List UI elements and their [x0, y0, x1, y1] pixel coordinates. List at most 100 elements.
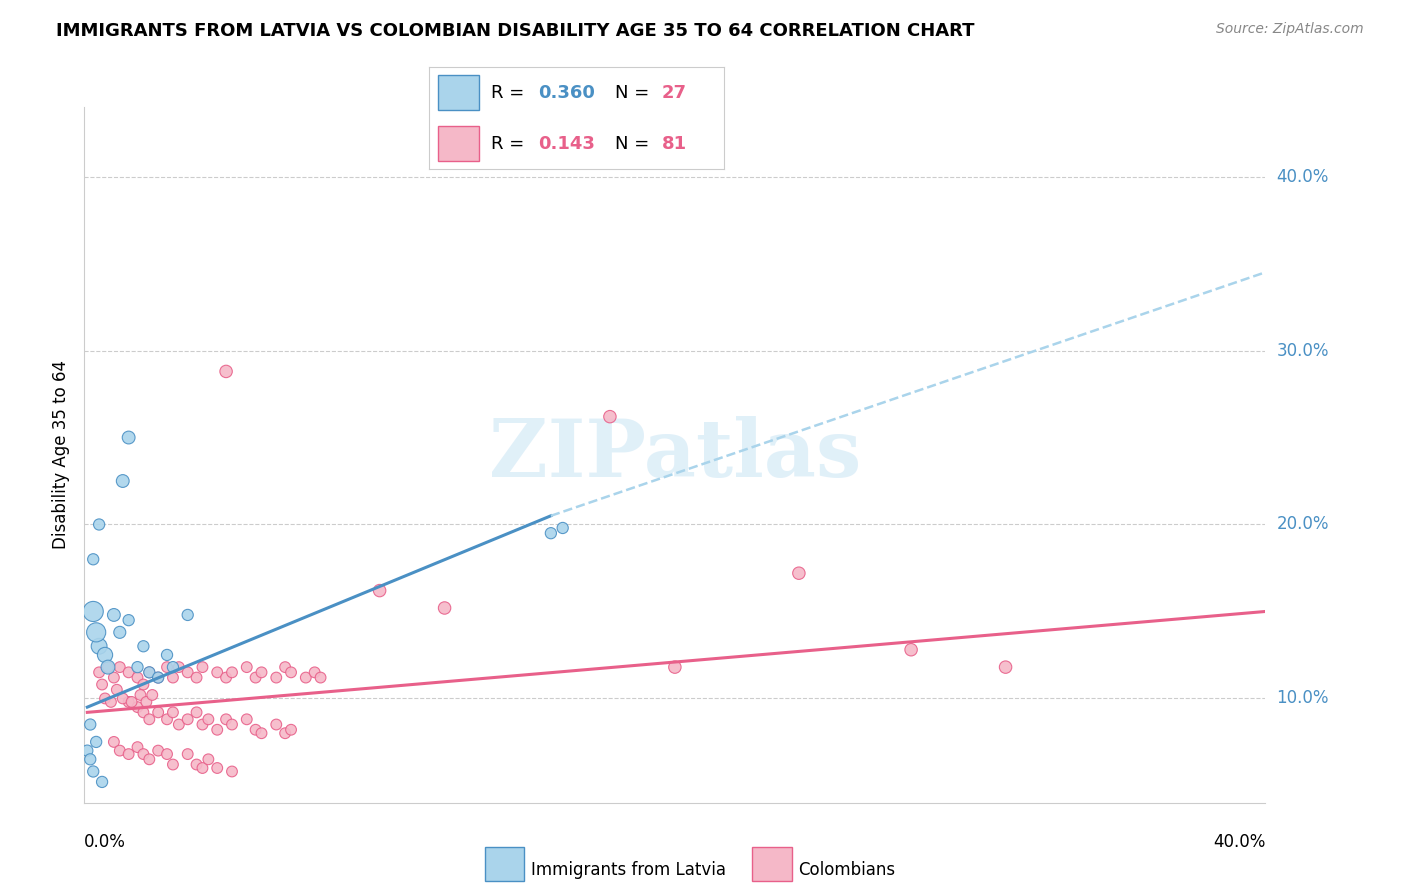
Point	[215, 712, 238, 726]
Point	[994, 660, 1017, 674]
Point	[250, 665, 273, 680]
Point	[280, 723, 302, 737]
Point	[280, 665, 302, 680]
Text: N =: N =	[614, 84, 655, 102]
Point	[138, 665, 160, 680]
Point	[91, 677, 114, 691]
Point	[245, 723, 267, 737]
Point	[191, 761, 214, 775]
Point	[264, 671, 288, 685]
Point	[82, 764, 104, 779]
Point	[103, 607, 125, 622]
Text: R =: R =	[491, 84, 530, 102]
Point	[148, 671, 170, 685]
Point	[108, 660, 131, 674]
Point	[135, 695, 157, 709]
Point	[156, 648, 179, 662]
Point	[900, 642, 922, 657]
Point	[118, 613, 141, 627]
Text: 81: 81	[662, 135, 688, 153]
Point	[221, 764, 243, 779]
Point	[138, 665, 160, 680]
Point	[132, 639, 155, 653]
Point	[221, 665, 243, 680]
Point	[79, 752, 101, 766]
Point	[82, 552, 104, 566]
Point	[76, 744, 98, 758]
Point	[121, 695, 143, 709]
Text: Source: ZipAtlas.com: Source: ZipAtlas.com	[1216, 22, 1364, 37]
Point	[111, 474, 134, 488]
Text: 0.360: 0.360	[538, 84, 595, 102]
Point	[177, 665, 200, 680]
Point	[191, 660, 214, 674]
Bar	[437, 75, 479, 110]
Text: 20.0%: 20.0%	[1277, 516, 1329, 533]
Point	[787, 566, 810, 581]
Point	[433, 601, 456, 615]
Point	[94, 691, 117, 706]
Point	[162, 671, 184, 685]
Point	[599, 409, 621, 424]
Point	[148, 744, 170, 758]
Point	[84, 625, 107, 640]
Point	[540, 526, 562, 541]
Text: 10.0%: 10.0%	[1277, 690, 1329, 707]
Point	[197, 712, 219, 726]
Point	[186, 706, 208, 720]
Text: 0.143: 0.143	[538, 135, 595, 153]
Point	[127, 671, 149, 685]
Point	[191, 717, 214, 731]
Point	[82, 605, 104, 619]
Point	[100, 695, 122, 709]
Text: ZIPatlas: ZIPatlas	[489, 416, 860, 494]
Point	[186, 671, 208, 685]
Point	[205, 665, 228, 680]
Point	[304, 665, 326, 680]
Point	[295, 671, 318, 685]
Point	[108, 744, 131, 758]
Point	[138, 752, 160, 766]
Point	[79, 717, 101, 731]
Point	[132, 747, 155, 761]
Text: 40.0%: 40.0%	[1277, 168, 1329, 186]
Point	[129, 688, 152, 702]
Point	[127, 660, 149, 674]
Point	[264, 717, 288, 731]
Point	[84, 735, 107, 749]
Text: 27: 27	[662, 84, 688, 102]
Point	[118, 430, 141, 444]
Point	[127, 740, 149, 755]
Bar	[437, 127, 479, 161]
Point	[215, 671, 238, 685]
Text: 0.0%: 0.0%	[84, 833, 127, 851]
Point	[132, 677, 155, 691]
Point	[87, 639, 111, 653]
Point	[118, 665, 141, 680]
Point	[186, 757, 208, 772]
Point	[162, 706, 184, 720]
Point	[250, 726, 273, 740]
Point	[118, 747, 141, 761]
Point	[94, 648, 117, 662]
Text: 40.0%: 40.0%	[1213, 833, 1265, 851]
Point	[118, 695, 141, 709]
Point	[132, 706, 155, 720]
Point	[167, 660, 190, 674]
Text: N =: N =	[614, 135, 655, 153]
Point	[309, 671, 332, 685]
Text: Colombians: Colombians	[799, 861, 896, 879]
Text: 30.0%: 30.0%	[1277, 342, 1329, 359]
Point	[177, 712, 200, 726]
Point	[141, 688, 163, 702]
Point	[235, 712, 259, 726]
Point	[215, 364, 238, 378]
Point	[156, 660, 179, 674]
Point	[205, 723, 228, 737]
Text: Immigrants from Latvia: Immigrants from Latvia	[531, 861, 727, 879]
Point	[221, 717, 243, 731]
Point	[97, 660, 120, 674]
Text: IMMIGRANTS FROM LATVIA VS COLOMBIAN DISABILITY AGE 35 TO 64 CORRELATION CHART: IMMIGRANTS FROM LATVIA VS COLOMBIAN DISA…	[56, 22, 974, 40]
Point	[108, 625, 131, 640]
Point	[148, 671, 170, 685]
